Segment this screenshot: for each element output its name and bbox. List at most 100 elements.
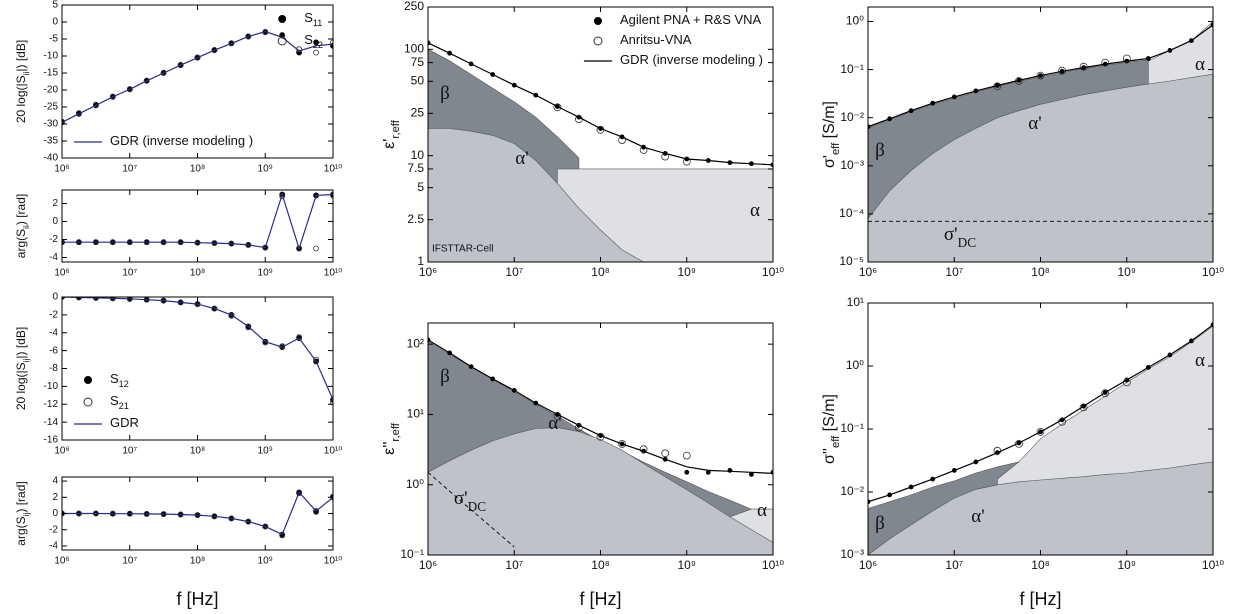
data-circle: [639, 445, 648, 454]
y-tick-label: -35: [44, 136, 59, 147]
y-tick-label: -6: [49, 345, 58, 356]
region-label-part: σ': [944, 224, 958, 245]
y-tick-label: -4: [49, 252, 58, 263]
data-circle: [330, 493, 333, 500]
data-circle: [296, 334, 303, 341]
data-circle: [296, 245, 303, 252]
x-tick-label: 10⁸: [591, 265, 609, 279]
legend-label: GDR (inverse modeling ): [620, 52, 763, 67]
y-tick-label: 10⁻²: [840, 110, 864, 124]
plot-area: [868, 322, 1213, 555]
legend: GDR (inverse modeling ): [74, 133, 253, 148]
y-tick-label: 1: [417, 254, 424, 268]
legend-symbol: [593, 17, 602, 25]
data-circle: [279, 532, 286, 539]
y-axis-label: ε'r,eff: [381, 119, 402, 149]
y-axis-label-part: [S/m]: [821, 394, 838, 436]
x-tick-label: 10⁷: [945, 558, 963, 572]
data-circle: [1101, 389, 1110, 398]
y-tick-label: 100: [404, 41, 424, 55]
y-tick-label: -10: [44, 381, 59, 392]
data-circle: [682, 157, 691, 166]
model-line: [868, 324, 1213, 503]
region-label-part: β: [875, 513, 885, 534]
x-tick-label: 10⁸: [190, 556, 205, 567]
legend-label-part: GDR: [110, 415, 139, 430]
legend-label-part: Agilent PNA + R&S VNA: [620, 12, 762, 27]
y-axis-label-part: σ': [821, 155, 838, 168]
data-circle: [262, 523, 269, 530]
plot-area: [868, 21, 1213, 262]
y-axis-label-part: arg(S: [14, 229, 28, 258]
y-axis-label-part: eff: [830, 142, 842, 155]
y-axis-label-part: |) [dB]: [14, 327, 28, 359]
region-label: β: [440, 83, 450, 104]
y-axis-label: arg(Sii) [rad]: [14, 194, 31, 258]
data-circle: [330, 399, 333, 406]
data-circle: [1101, 58, 1110, 67]
region-label-part: α: [750, 200, 760, 221]
y-tick-label: 75: [411, 55, 425, 69]
model-line: [868, 24, 1213, 128]
legend-label-part: 11: [313, 18, 322, 28]
y-tick-label: -10: [44, 51, 59, 62]
region-label-part: DC: [958, 235, 977, 250]
y-tick-label: 25: [411, 106, 425, 120]
y-tick-label: 10⁰: [846, 14, 864, 28]
y-tick-label: -2: [49, 524, 58, 535]
x-tick-label: 10⁸: [190, 268, 205, 279]
y-tick-label: 10⁻⁴: [839, 206, 864, 220]
legend-label-part: S: [304, 10, 313, 25]
data-circle: [143, 77, 150, 84]
data-circle: [682, 451, 691, 460]
legend-symbol: [83, 397, 93, 407]
legend-label-part: 22: [313, 40, 323, 50]
data-circle: [177, 61, 184, 68]
region-label: α': [515, 148, 528, 169]
x-tick-label: 10¹⁰: [324, 164, 342, 175]
y-axis-label-part: r,eff: [390, 119, 402, 138]
plot-area: [62, 489, 333, 539]
region-label: α: [750, 200, 760, 221]
data-circle: [618, 440, 626, 448]
region-label: β: [440, 366, 450, 387]
x-tick-label: 10⁶: [859, 558, 877, 572]
x-tick-label: 10⁷: [122, 446, 137, 457]
data-circle: [126, 86, 133, 92]
data-dot: [313, 39, 320, 46]
x-tick-label: 10¹⁰: [324, 268, 342, 279]
y-tick-label: 10⁻¹: [400, 547, 424, 561]
panel: -4 -2 0 2 10⁶ 10⁷ 10⁸ 10⁹ 10¹⁰ arg(Sii) [rad]: [14, 189, 342, 279]
x-tick-label: 10¹⁰: [1202, 265, 1224, 279]
model-line: [62, 491, 333, 536]
y-tick-label: 50: [411, 74, 425, 88]
region-label-part: α: [757, 500, 767, 521]
region-label: β: [875, 140, 885, 161]
y-tick-label: 5: [52, 0, 58, 11]
region-label: σ'DC: [944, 224, 976, 249]
y-tick-label: 10⁻⁵: [839, 254, 864, 268]
dc-line: [428, 471, 515, 548]
x-axis-label: f [Hz]: [1019, 589, 1061, 609]
y-axis-label-part: ii: [21, 71, 31, 75]
legend-symbol: [593, 36, 603, 46]
area: [428, 128, 645, 262]
y-tick-label: -20: [44, 85, 59, 96]
y-tick-label: 10¹: [407, 407, 424, 421]
region-label-part: β: [440, 366, 450, 387]
legend-label: Anritsu-VNA: [620, 32, 692, 47]
y-tick-label: -4: [49, 327, 58, 338]
region-label: α: [757, 500, 767, 521]
region-label: α: [1195, 350, 1205, 371]
y-axis-label-part: [S/m]: [821, 101, 838, 143]
x-tick-label: 10⁶: [419, 265, 437, 279]
legend-symbol: [277, 36, 287, 46]
data-circle: [553, 103, 562, 112]
x-tick-label: 10⁹: [258, 446, 273, 457]
y-axis-label-part: 20 log(|S: [14, 362, 28, 410]
y-tick-label: -2: [49, 234, 58, 245]
